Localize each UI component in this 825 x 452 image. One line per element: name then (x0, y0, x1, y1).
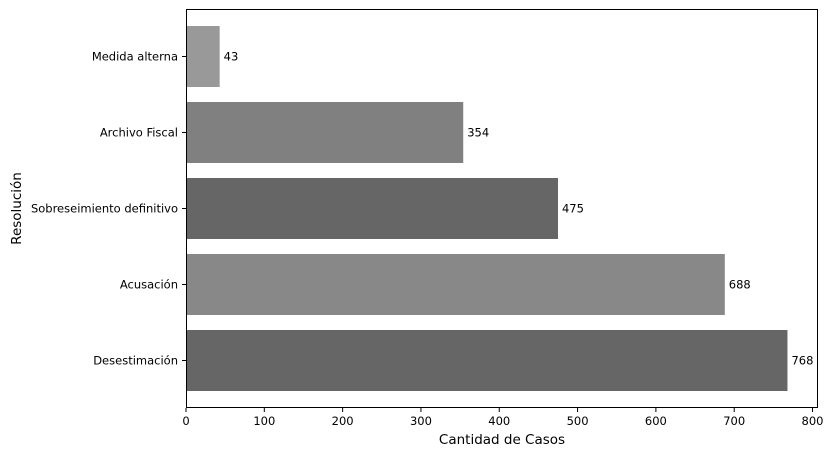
bar-3 (186, 102, 464, 163)
x-ticks: 0 100 200 300 400 500 600 700 800 (182, 408, 823, 428)
x-tick-label-7: 700 (723, 414, 745, 428)
x-tick-label-5: 500 (567, 414, 589, 428)
bar-2 (186, 178, 558, 239)
x-tick-label-1: 100 (253, 414, 275, 428)
bars-layer (186, 26, 788, 391)
y-tick-labels: Desestimación Acusación Sobreseimiento def… (31, 50, 186, 368)
y-axis-title: Resolución (9, 172, 25, 245)
data-label-0: 768 (791, 354, 813, 368)
x-tick-label-3: 300 (410, 414, 432, 428)
data-labels-layer: 768 688 475 354 43 (224, 50, 814, 368)
x-axis-title: Cantidad de Casos (439, 432, 565, 448)
bar-1 (186, 254, 725, 315)
x-tick-label-4: 400 (488, 414, 510, 428)
data-label-3: 354 (467, 126, 489, 140)
y-tick-label-0: Desestimación (93, 354, 178, 368)
x-tick-label-6: 600 (645, 414, 667, 428)
y-tick-label-1: Acusación (120, 278, 178, 292)
bar-4 (186, 26, 220, 87)
data-label-4: 43 (224, 50, 239, 64)
y-tick-label-2: Sobreseimiento definitivo (31, 202, 178, 216)
bar-0 (186, 330, 788, 391)
data-label-1: 688 (729, 278, 751, 292)
data-label-2: 475 (562, 202, 584, 216)
y-tick-label-4: Medida alterna (92, 50, 178, 64)
x-tick-label-0: 0 (182, 414, 189, 428)
x-tick-label-8: 800 (802, 414, 824, 428)
plot-frame (186, 9, 818, 408)
x-tick-label-2: 200 (332, 414, 354, 428)
y-tick-label-3: Archivo Fiscal (100, 126, 178, 140)
